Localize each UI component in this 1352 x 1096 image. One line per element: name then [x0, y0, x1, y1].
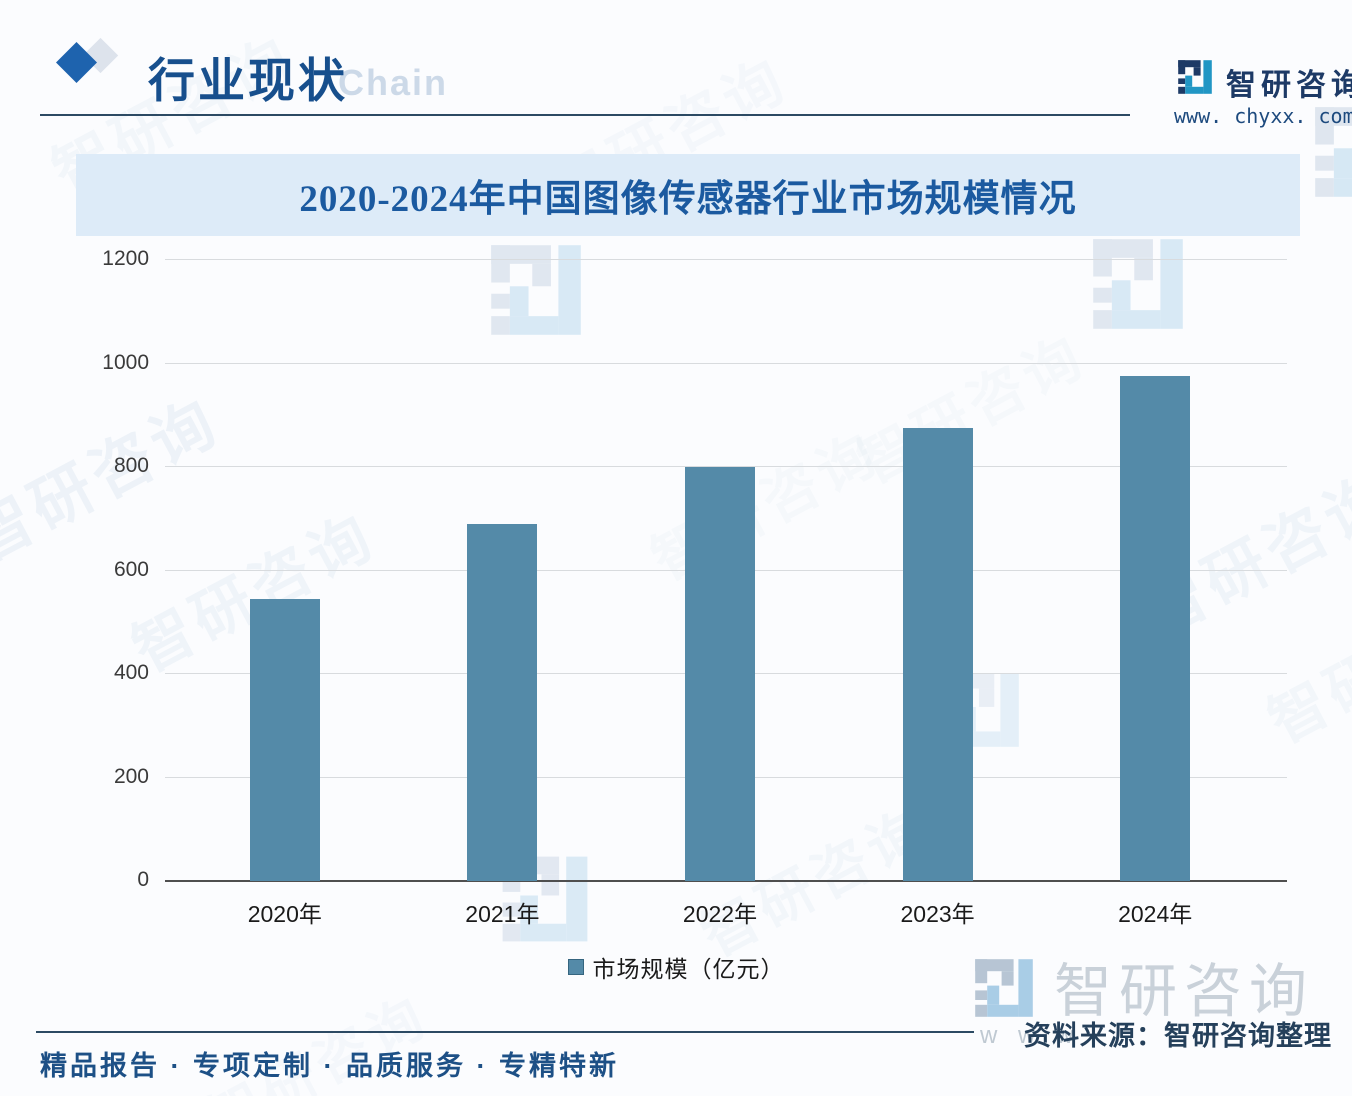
x-axis-line	[165, 880, 1287, 882]
chyxx-logo-watermark-icon	[968, 952, 1040, 1024]
bar-2024年	[1120, 376, 1191, 881]
watermark-url-fragment: w w w	[980, 1022, 1081, 1049]
brand-url: www. chyxx. com	[1174, 104, 1352, 128]
bar-2020年	[249, 598, 320, 881]
legend-label: 市场规模（亿元）	[592, 956, 785, 982]
brand-name: 智研咨询	[1226, 69, 1352, 102]
chyxx-logo-icon	[1174, 56, 1216, 98]
section-title: 行业现状	[148, 56, 348, 108]
gridline	[165, 362, 1287, 364]
bottom-watermark-block: 智研咨询 w w w	[960, 940, 1352, 1060]
bar-2021年	[467, 523, 538, 881]
legend: 市场规模（亿元）	[0, 950, 1352, 984]
bar-2022年	[685, 467, 755, 881]
y-tick-label: 600	[113, 557, 149, 581]
header-divider	[40, 114, 1130, 116]
section-diamond-icon	[55, 37, 130, 100]
x-tick-label: 2021年	[465, 901, 540, 927]
y-tick-label: 800	[113, 454, 149, 477]
data-source-text: 资料来源：智研咨询整理	[1024, 1021, 1332, 1051]
y-tick-label: 1000	[102, 350, 149, 374]
legend-marker-icon	[567, 959, 584, 975]
footer-services-text: 精品报告 · 专项定制 · 品质服务 · 专精特新	[40, 1051, 619, 1081]
x-tick-label: 2020年	[247, 901, 322, 927]
footer-divider	[36, 1031, 974, 1033]
chain-watermark-text: Chain	[338, 62, 449, 103]
x-tick-label: 2022年	[682, 901, 758, 927]
y-tick-label: 200	[113, 764, 149, 788]
bar-2023年	[902, 428, 973, 881]
watermark-brand-text: 智研咨询	[1054, 959, 1315, 1024]
y-tick-label: 1200	[102, 247, 149, 270]
x-tick-label: 2023年	[900, 901, 975, 927]
y-tick-label: 0	[137, 868, 149, 891]
chart-title-banner: 2020-2024年中国图像传感器行业市场规模情况	[76, 154, 1300, 236]
chart-title: 2020-2024年中国图像传感器行业市场规模情况	[299, 179, 1077, 220]
x-tick-label: 2024年	[1118, 901, 1193, 927]
y-tick-label: 400	[113, 661, 149, 684]
gridline	[165, 259, 1287, 260]
gridline	[165, 466, 1287, 467]
